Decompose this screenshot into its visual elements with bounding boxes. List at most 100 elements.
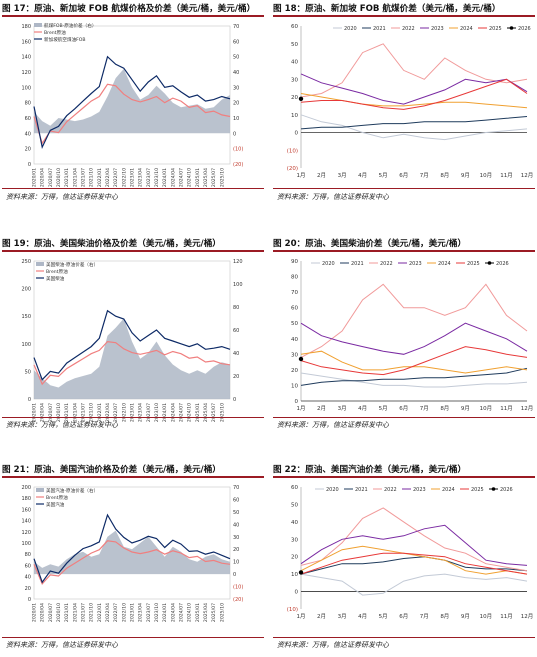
right-tick-label: 0 bbox=[233, 131, 236, 137]
legend-label: 美国汽油 bbox=[46, 501, 65, 508]
series-line bbox=[300, 73, 528, 105]
left-tick-label: 40 bbox=[25, 575, 31, 581]
x-tick-label: 2022/01 bbox=[97, 403, 103, 422]
left-tick-label: 80 bbox=[25, 101, 31, 107]
chart-panel-19: 图 19：原油、美国柴油价格及价差（美元/桶，美元/桶） 0 50 100 150 20… bbox=[2, 237, 264, 437]
x-tick-label: 2021/01 bbox=[64, 168, 70, 187]
legend-label: 2020 bbox=[326, 487, 339, 493]
chart-title: 图 22：原油、美国汽油价差（美元/桶，美元/桶） bbox=[273, 465, 467, 475]
x-tick-label: 2025/04 bbox=[203, 403, 209, 422]
x-tick-label: 6月 bbox=[399, 613, 408, 620]
legend-label: 2021 bbox=[351, 261, 364, 267]
series-line bbox=[33, 540, 231, 586]
x-tick-label: 2020/10 bbox=[56, 168, 62, 187]
left-tick-label: 0 bbox=[28, 162, 31, 168]
right-tick-label: 70 bbox=[233, 485, 239, 491]
x-tick-label: 1月 bbox=[297, 405, 306, 412]
legend-label: 航煤FOB-原油价差（右） bbox=[44, 22, 96, 29]
x-tick-label: 12月 bbox=[521, 613, 534, 620]
legend-label: 2024 bbox=[460, 26, 473, 32]
chart-18: (20) (10) 0 10 20 30 40 50 60 1月 2月 3月 4月 5月 6月 7月 8月 9月 1… bbox=[287, 24, 534, 179]
x-tick-label: 2023/01 bbox=[130, 603, 136, 622]
x-tick-label: 2021/07 bbox=[81, 603, 87, 622]
x-tick-label: 2023/10 bbox=[154, 403, 160, 422]
series-line bbox=[33, 83, 231, 145]
x-tick-label: 3月 bbox=[338, 405, 347, 412]
legend-label: 2024 bbox=[442, 487, 455, 493]
left-tick-label: 140 bbox=[21, 519, 31, 525]
y-tick-label: (20) bbox=[287, 166, 298, 172]
x-tick-label: 1月 bbox=[297, 172, 306, 179]
x-tick-label: 2022/01 bbox=[97, 168, 103, 187]
legend-label: 2026 bbox=[496, 261, 509, 267]
series-line bbox=[300, 116, 528, 130]
y-tick-label: 0 bbox=[295, 590, 299, 596]
right-tick-label: 40 bbox=[233, 70, 239, 76]
left-tick-label: 100 bbox=[21, 541, 31, 547]
x-tick-label: 2022/07 bbox=[113, 603, 119, 622]
x-tick-label: 4月 bbox=[358, 405, 367, 412]
legend-label: Brent原油 bbox=[44, 29, 66, 36]
right-tick-label: 50 bbox=[233, 55, 239, 61]
left-tick-label: 120 bbox=[21, 530, 31, 536]
left-tick-label: 200 bbox=[21, 287, 31, 293]
left-tick-label: 60 bbox=[25, 116, 31, 122]
x-tick-label: 2025/07 bbox=[211, 603, 217, 622]
x-tick-label: 2023/07 bbox=[146, 603, 152, 622]
right-tick-label: (10) bbox=[233, 147, 243, 153]
right-tick-label: 10 bbox=[233, 116, 239, 122]
x-tick-label: 2020/07 bbox=[48, 603, 54, 622]
title-rule bbox=[2, 15, 264, 17]
x-tick-label: 2025/07 bbox=[211, 168, 217, 187]
x-tick-label: 2月 bbox=[317, 405, 326, 412]
source-note: 资料来源：万得，信达证券研发中心 bbox=[277, 421, 389, 429]
left-tick-label: 0 bbox=[28, 397, 31, 403]
source-rule bbox=[2, 637, 264, 638]
left-tick-label: 50 bbox=[25, 369, 31, 375]
x-tick-label: 2020/01 bbox=[32, 403, 38, 422]
y-tick-label: 30 bbox=[291, 77, 298, 83]
x-tick-label: 2024/01 bbox=[162, 403, 168, 422]
left-tick-label: 160 bbox=[21, 39, 31, 45]
series-line bbox=[300, 545, 528, 575]
series-line bbox=[300, 43, 528, 98]
x-tick-label: 2024/07 bbox=[179, 168, 185, 187]
left-tick-label: 20 bbox=[25, 147, 31, 153]
x-tick-label: 7月 bbox=[420, 172, 429, 179]
y-tick-label: 20 bbox=[291, 555, 298, 561]
source-rule bbox=[2, 188, 264, 189]
x-tick-label: 10月 bbox=[480, 613, 493, 620]
series-area bbox=[34, 68, 230, 134]
title-rule bbox=[2, 250, 264, 252]
legend-label: 2026 bbox=[518, 26, 531, 32]
x-tick-label: 2024/07 bbox=[179, 603, 185, 622]
legend-swatch bbox=[36, 262, 44, 266]
source-rule bbox=[273, 637, 535, 638]
left-tick-label: 100 bbox=[21, 85, 31, 91]
x-tick-label: 2020/04 bbox=[40, 403, 46, 422]
y-tick-label: 50 bbox=[291, 321, 298, 327]
legend-swatch bbox=[491, 487, 496, 491]
y-tick-label: 40 bbox=[291, 60, 298, 66]
legend-label: Brent原油 bbox=[46, 268, 68, 275]
right-tick-label: 80 bbox=[233, 305, 239, 311]
y-tick-label: 40 bbox=[291, 337, 298, 343]
right-tick-label: 40 bbox=[233, 351, 239, 357]
series-line bbox=[300, 573, 528, 596]
x-tick-label: 2020/01 bbox=[32, 168, 38, 187]
x-tick-label: 2023/10 bbox=[154, 168, 160, 187]
x-tick-label: 2022/10 bbox=[121, 603, 127, 622]
x-tick-label: 2021/04 bbox=[72, 168, 78, 187]
source-note: 资料来源：万得，信达证券研发中心 bbox=[6, 193, 118, 201]
y-tick-label: 30 bbox=[291, 537, 298, 543]
series-line bbox=[300, 350, 528, 374]
y-tick-label: 20 bbox=[291, 95, 298, 101]
legend-swatch bbox=[487, 261, 492, 265]
x-tick-label: 12月 bbox=[521, 172, 534, 179]
chart-title: 图 20：原油、美国柴油价差（美元/桶，美元/桶） bbox=[273, 239, 467, 249]
chart-panel-20: 图 20：原油、美国柴油价差（美元/桶，美元/桶） 0 10 20 30 40 50 60 7… bbox=[273, 237, 535, 437]
x-tick-label: 2025/07 bbox=[211, 403, 217, 422]
x-tick-label: 4月 bbox=[358, 172, 367, 179]
legend-label: 2020 bbox=[322, 261, 335, 267]
x-tick-label: 5月 bbox=[379, 613, 388, 620]
